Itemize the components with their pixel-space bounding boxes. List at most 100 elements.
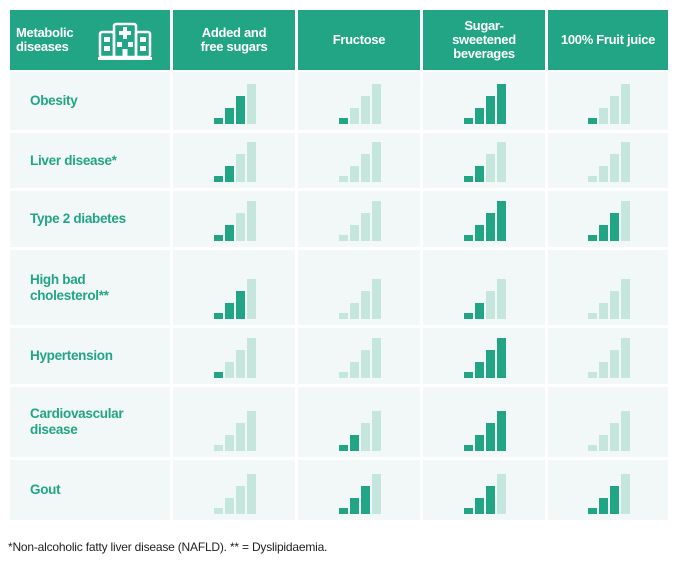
signal-bars-icon: [588, 275, 632, 319]
row-label: Gout: [10, 460, 170, 520]
bar-active: [339, 508, 348, 514]
evidence-cell: [173, 460, 295, 520]
evidence-cell: [173, 191, 295, 247]
bar-inactive: [610, 96, 619, 124]
bar-inactive: [361, 213, 370, 241]
column-header-line: beverages: [453, 46, 515, 61]
bar-active: [339, 118, 348, 124]
evidence-cell: [173, 328, 295, 384]
bar-inactive: [621, 279, 630, 319]
row-label: High bad cholesterol**: [10, 250, 170, 325]
bar-inactive: [372, 201, 381, 241]
signal-bars-icon: [588, 138, 632, 182]
bar-inactive: [361, 423, 370, 451]
bar-inactive: [621, 142, 630, 182]
bar-inactive: [247, 84, 256, 124]
bar-inactive: [372, 142, 381, 182]
column-header-label: 100% Fruit juice: [561, 33, 655, 47]
bar-inactive: [247, 411, 256, 451]
column-header-line: Fructose: [332, 32, 386, 47]
evidence-cell: [423, 250, 545, 325]
evidence-cell: [173, 250, 295, 325]
signal-bars-icon: [464, 470, 508, 514]
row-label-text: High bad cholesterol**: [30, 272, 109, 304]
column-header: 100% Fruit juice: [548, 10, 668, 70]
bar-inactive: [621, 201, 630, 241]
hospital-icon: [98, 22, 152, 60]
bar-inactive: [588, 176, 597, 182]
column-header-line: Added and: [201, 25, 267, 40]
evidence-cell: [548, 191, 668, 247]
row-label-line: cholesterol**: [30, 287, 109, 303]
bar-active: [225, 166, 234, 182]
bar-active: [225, 108, 234, 124]
bar-inactive: [247, 338, 256, 378]
evidence-cell: [298, 250, 420, 325]
bar-active: [236, 96, 245, 124]
evidence-cell: [548, 133, 668, 188]
bar-active: [214, 118, 223, 124]
bar-inactive: [361, 96, 370, 124]
header-label: Metabolic diseases: [16, 26, 74, 54]
bar-inactive: [247, 279, 256, 319]
row-label-line: High bad: [30, 271, 86, 287]
header-metabolic-diseases: Metabolic diseases: [10, 10, 170, 70]
bar-active: [225, 303, 234, 319]
bar-inactive: [599, 362, 608, 378]
bar-inactive: [339, 372, 348, 378]
signal-bars-icon: [339, 334, 383, 378]
bar-inactive: [588, 372, 597, 378]
bar-active: [475, 498, 484, 514]
row-label-line: Obesity: [30, 93, 78, 108]
signal-bars-icon: [464, 275, 508, 319]
bar-active: [464, 313, 473, 319]
signal-bars-icon: [339, 138, 383, 182]
row-label-text: Obesity: [30, 93, 78, 109]
evidence-cell: [298, 328, 420, 384]
row-label-text: Cardiovascular disease: [30, 406, 124, 438]
evidence-cell: [423, 191, 545, 247]
bar-inactive: [225, 362, 234, 378]
bar-active: [610, 486, 619, 514]
bar-active: [475, 108, 484, 124]
bar-active: [464, 176, 473, 182]
evidence-cell: [423, 387, 545, 457]
signal-bars-icon: [464, 407, 508, 451]
bar-inactive: [350, 225, 359, 241]
bar-inactive: [247, 142, 256, 182]
bar-active: [486, 486, 495, 514]
row-label-line: Liver disease*: [30, 152, 117, 168]
evidence-cell: [423, 328, 545, 384]
bar-active: [588, 235, 597, 241]
bar-active: [486, 213, 495, 241]
bar-inactive: [339, 313, 348, 319]
bar-active: [464, 508, 473, 514]
bar-active: [464, 118, 473, 124]
column-header-line: 100% Fruit juice: [560, 32, 656, 47]
column-header-label: Fructose: [333, 33, 386, 47]
evidence-cell: [173, 72, 295, 130]
column-header-line: free sugars: [200, 39, 268, 54]
evidence-cell: [548, 387, 668, 457]
bar-active: [497, 201, 506, 241]
bar-active: [214, 372, 223, 378]
bar-inactive: [225, 435, 234, 451]
bar-inactive: [339, 176, 348, 182]
bar-inactive: [621, 474, 630, 514]
column-header: Added and free sugars: [173, 10, 295, 70]
evidence-cell: [423, 460, 545, 520]
bar-active: [599, 225, 608, 241]
evidence-cell: [298, 387, 420, 457]
column-header-label: Sugar-sweetened beverages: [452, 19, 516, 61]
bar-inactive: [610, 350, 619, 378]
bar-inactive: [225, 498, 234, 514]
row-label-line: Hypertension: [30, 348, 113, 363]
bar-active: [475, 303, 484, 319]
bar-inactive: [214, 445, 223, 451]
row-label: Cardiovascular disease: [10, 387, 170, 457]
bar-inactive: [247, 201, 256, 241]
bar-inactive: [610, 423, 619, 451]
bar-inactive: [599, 166, 608, 182]
bar-inactive: [588, 445, 597, 451]
bar-inactive: [247, 474, 256, 514]
